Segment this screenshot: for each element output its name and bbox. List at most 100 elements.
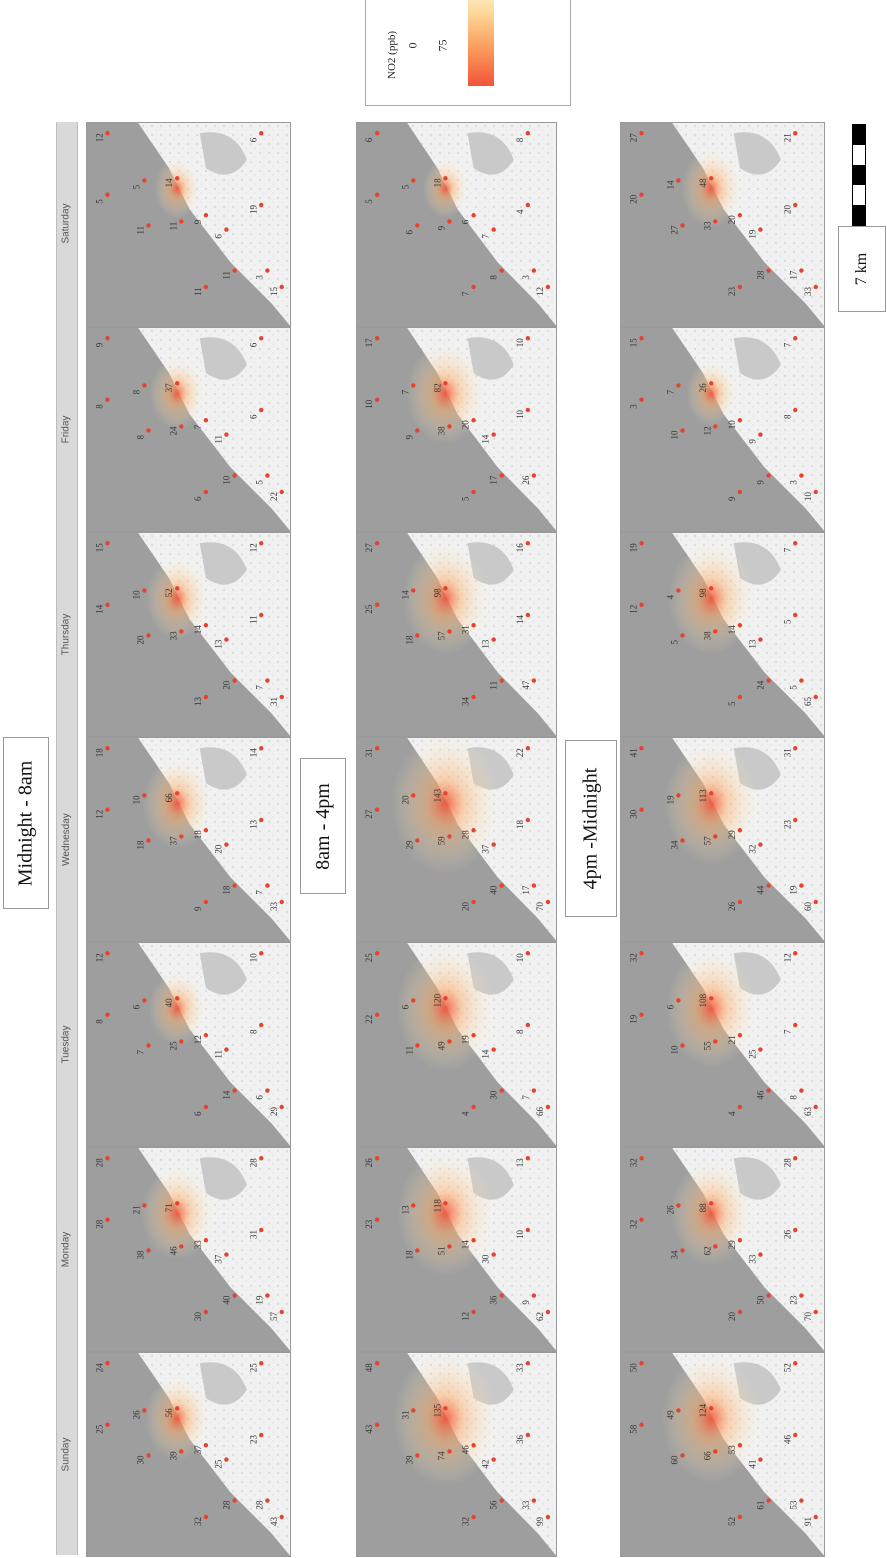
monitoring-site [531,268,537,273]
site-reading: 13 [248,820,258,830]
site-reading: 5 [788,685,798,690]
monitoring-site [259,1227,264,1233]
site-reading: 120 [432,993,442,1007]
site-reading: 8 [782,414,792,419]
monitoring-site [203,1033,209,1038]
monitoring-site [525,951,531,956]
site-reading: 43 [269,1517,279,1527]
map-panel-sunday-2: 50 52 58 49 124 60 66 53 41 46 52 61 53 91 [620,1352,825,1557]
map-panel-monday-1: 26 13 23 13 118 18 51 14 30 10 12 36 9 62 [356,1147,557,1352]
site-reading: 8 [136,435,146,440]
site-reading: 53 [788,1500,798,1510]
site-reading: 18 [136,840,146,850]
monitoring-site [680,633,685,638]
monitoring-site [374,602,380,607]
lake-area [199,542,247,585]
monitoring-site [471,489,476,495]
site-reading: 17 [521,885,531,895]
site-reading: 28 [222,1500,232,1510]
site-reading: 143 [432,788,442,802]
site-reading: 28 [756,270,766,280]
site-reading: 34 [670,840,680,850]
monitoring-site [179,219,184,224]
monitoring-site [737,1033,743,1038]
site-reading: 113 [698,789,708,803]
monitoring-site [799,1293,804,1298]
site-reading: 38 [136,1250,146,1260]
no2-plume [686,361,736,426]
site-reading: 15 [629,338,639,348]
monitoring-site [758,227,763,232]
site-reading: 20 [222,680,232,690]
monitoring-site [545,1104,551,1110]
monitoring-site [411,793,416,798]
site-reading: 20 [461,902,471,912]
monitoring-site [142,178,147,183]
monitoring-site [105,746,110,751]
monitoring-site [676,178,681,183]
monitoring-site [259,202,264,208]
water-area [87,123,290,326]
site-reading: 26 [521,475,531,485]
site-reading: 14 [164,178,174,188]
monitoring-site [279,1309,284,1315]
map-svg: 15 12 14 10 52 20 33 14 13 11 13 20 7 31 [87,533,290,736]
monitoring-site [105,397,110,402]
monitoring-site [415,1453,420,1458]
monitoring-site [737,1443,743,1448]
monitoring-site [758,637,763,642]
monitoring-site [175,996,180,1001]
monitoring-site [415,223,420,228]
site-reading: 46 [461,1445,471,1455]
site-reading: 33 [193,1240,203,1250]
legend-tick-0: 0 [405,42,420,48]
site-reading: 9 [727,496,737,501]
no2-plume [154,158,201,219]
site-reading: 62 [535,1312,545,1321]
monitoring-site [813,284,818,290]
site-reading: 57 [702,836,712,846]
site-reading: 28 [782,1158,792,1168]
monitoring-site [545,1514,551,1520]
map-svg: 28 28 28 21 71 38 46 33 37 31 30 40 19 57 [87,1148,290,1351]
monitoring-site [203,1443,209,1448]
no2-plume [141,1166,214,1261]
water-area [621,328,824,531]
monitoring-site [525,541,531,546]
map-svg: 32 28 32 26 88 34 62 29 33 26 20 50 23 70 [621,1148,824,1351]
monitoring-site [224,432,229,437]
site-reading: 28 [248,1158,258,1168]
lake-area [199,952,247,995]
monitoring-site [531,473,537,478]
monitoring-site [203,1238,209,1243]
monitoring-site [232,1293,237,1298]
monitoring-site [105,1217,110,1222]
monitoring-site [758,432,763,437]
day-strip [56,122,78,1555]
monitoring-site [737,1238,743,1243]
monitoring-site [279,899,284,905]
site-reading: 63 [803,1107,813,1117]
day-label-friday: Monday [60,1231,72,1268]
monitoring-site [639,602,644,607]
site-reading: 14 [515,615,525,625]
site-reading: 108 [698,993,708,1007]
monitoring-site [531,678,537,683]
monitoring-site [175,176,180,181]
monitoring-site [799,1498,804,1503]
period-label-evening: 4pm -Midnight [565,740,617,917]
site-reading: 8 [788,1095,798,1100]
monitoring-site [415,838,420,843]
site-reading: 46 [782,1435,792,1445]
monitoring-site [447,1039,452,1044]
monitoring-site [491,1457,496,1462]
site-reading: 8 [515,137,525,142]
monitoring-site [179,1244,184,1249]
monitoring-site [259,1022,264,1028]
monitoring-site [224,637,229,642]
site-reading: 50 [629,1363,639,1373]
site-reading: 8 [248,1029,258,1034]
no2-plume [149,972,206,1046]
monitoring-site [813,694,818,700]
monitoring-site [713,629,718,634]
